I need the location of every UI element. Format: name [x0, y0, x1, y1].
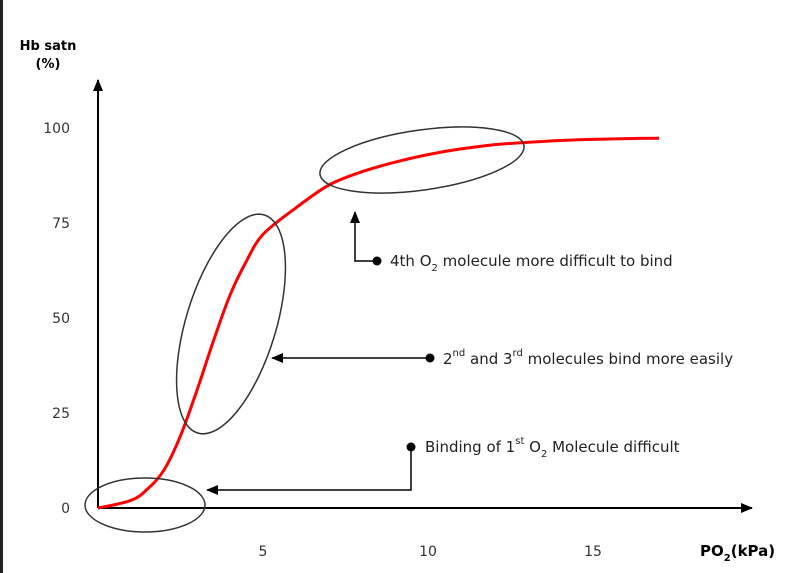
y-axis-label-line1: Hb satn	[20, 39, 77, 54]
annotation-fourth: 4th O2 molecule more difficult to bind	[390, 252, 673, 274]
y-axis-label-line2: (%)	[36, 57, 61, 72]
x-tick-label: 10	[419, 544, 437, 560]
arrow-first	[206, 447, 412, 495]
dot-second-third	[425, 353, 435, 363]
y-tick-labels: 0 25 50 75 100	[43, 121, 70, 517]
arrow-fourth	[350, 211, 376, 262]
x-tick-labels: 5 10 15	[259, 544, 602, 560]
dot-fourth	[372, 256, 382, 266]
y-tick-label: 0	[61, 501, 70, 517]
y-tick-label: 75	[52, 216, 70, 232]
ellipse-fourth-binding	[319, 126, 525, 194]
annotation-first: Binding of 1st O2 Molecule difficult	[425, 436, 680, 460]
x-tick-label: 15	[584, 544, 602, 560]
window-edge	[0, 0, 3, 573]
y-tick-label: 50	[52, 311, 70, 327]
saturation-curve	[97, 136, 660, 510]
ellipse-first-binding	[84, 477, 206, 533]
ellipse-second-third-binding	[175, 213, 287, 435]
y-tick-label: 100	[43, 121, 70, 137]
x-tick-label: 5	[259, 544, 268, 560]
dot-first	[406, 442, 416, 452]
y-tick-label: 25	[52, 406, 70, 422]
annotation-second-third: 2nd and 3rd molecules bind more easily	[443, 348, 733, 368]
x-axis-label: PO2(kPa)	[700, 542, 775, 564]
